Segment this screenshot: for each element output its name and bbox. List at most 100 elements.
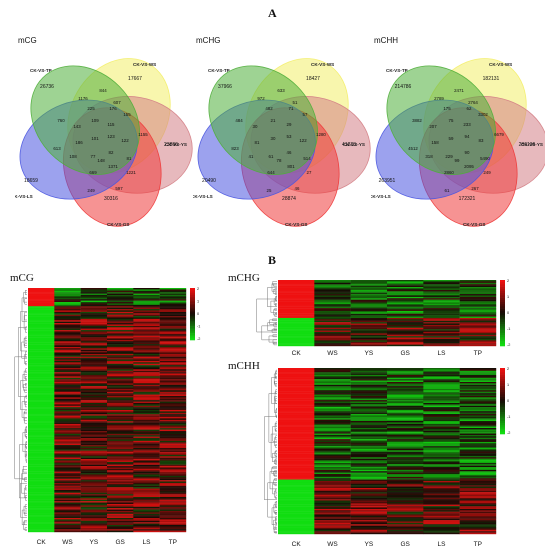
heatmap-column-label: YS [364, 541, 373, 548]
venn-set-label: CK-VS-GS [107, 222, 129, 227]
venn-region-count: 59 [449, 136, 454, 141]
heatmap-scale-label: -2 [197, 337, 200, 341]
heatmap-column-label: CK [292, 541, 302, 548]
heatmap-mchh: CK WS YS GS LS TP 2 1 0 -1 -2 [264, 367, 510, 548]
venn-region-count: 1221 [126, 170, 136, 175]
venn-region-count: 123 [107, 134, 115, 139]
heatmap-column-label: WS [327, 350, 338, 357]
venn-region-count: 3882 [412, 118, 422, 123]
venn-region-count: 81 [127, 156, 132, 161]
venn-petal-5 [30, 65, 140, 175]
heatmap-scale-label: 0 [507, 311, 509, 315]
venn-set-label: CK-VS-TP [208, 68, 230, 73]
heatmap-column-label: LS [438, 350, 447, 357]
heatmap-column-label: YS [364, 350, 373, 357]
venn-unique-count: 172321 [459, 196, 476, 202]
venn-region-count: 267 [471, 186, 479, 191]
venn-region-count: 108 [69, 154, 77, 159]
venn-petal-5 [386, 65, 496, 175]
venn-region-count: 175 [443, 106, 451, 111]
heatmap-scale-label: -2 [507, 431, 510, 435]
venn-region-count: 109 [91, 118, 99, 123]
venn-region-count: 176 [109, 106, 117, 111]
venn-region-count: 484 [235, 118, 243, 123]
heatmap-scale-label: 0 [507, 399, 509, 403]
venn-region-count: 122 [299, 138, 307, 143]
venn-unique-count: 26736 [40, 84, 54, 90]
venn-set-label: CK-VS-TP [386, 68, 408, 73]
venn-region-count: 233 [463, 122, 471, 127]
venn-region-count: 801 [287, 164, 295, 169]
venn-region-count: 158 [431, 140, 439, 145]
venn-unique-count: 263951 [379, 178, 396, 184]
venn-region-count: 207 [429, 124, 437, 129]
heatmap-column-label: GS [400, 350, 410, 357]
venn-region-count: 972 [257, 96, 265, 101]
venn-region-count: 613 [53, 146, 61, 151]
venn-unique-count: 41223 [342, 142, 356, 148]
heatmap-title-mchh: mCHH [228, 360, 260, 372]
venn-region-count: 57 [303, 112, 308, 117]
venn-set-label: CK-VS-WS [311, 62, 334, 67]
venn-region-count: 2095 [464, 164, 474, 169]
heatmap-scale-label: -1 [507, 415, 510, 419]
venn-region-count: 77 [91, 154, 96, 159]
venn-region-count: 1155 [138, 132, 148, 137]
heatmap-scale-label: 1 [197, 300, 199, 304]
venn-region-count: 30 [271, 136, 276, 141]
heatmap-scale-label: -2 [507, 343, 510, 347]
venn-region-count: 318 [425, 154, 433, 159]
venn-region-count: 25 [267, 188, 272, 193]
venn-region-count: 101 [91, 136, 99, 141]
venn-region-count: 46 [287, 150, 292, 155]
venn-region-count: 21 [271, 118, 276, 123]
venn-petal-5 [208, 65, 318, 175]
venn-region-count: 27 [307, 170, 312, 175]
venn-region-count: 2471 [454, 88, 464, 93]
venn-set-label: IK-VS-LS [15, 194, 33, 199]
venn-region-count: 41 [249, 154, 254, 159]
venn-unique-count: 182131 [483, 76, 500, 82]
heatmap-column-label: CK [37, 539, 47, 546]
venn-unique-count: 20490 [202, 178, 216, 184]
panel-b-label: B [268, 253, 277, 267]
venn-unique-count: 18659 [24, 178, 38, 184]
venn-region-count: 823 [231, 146, 239, 151]
heatmap-scale-label: -1 [507, 327, 510, 331]
heatmap-column-label: WS [62, 539, 73, 546]
venn-region-count: 760 [57, 118, 65, 123]
venn-set-label: CK-VS-LS [193, 194, 213, 199]
venn-region-count: 1280 [316, 132, 326, 137]
venn-region-count: 249 [483, 170, 491, 175]
venn-region-count: 1371 [108, 164, 118, 169]
venn-region-count: 99 [455, 158, 460, 163]
venn-region-count: 514 [303, 156, 311, 161]
venn-region-count: 482 [265, 106, 273, 111]
heatmap-title-mcg: mCG [10, 272, 34, 284]
venn-region-count: 83 [479, 138, 484, 143]
heatmap-scale-label: -1 [197, 325, 200, 329]
venn-region-count: 90 [465, 150, 470, 155]
venn-region-count: 155 [123, 112, 131, 117]
venn-unique-count: 18427 [306, 76, 320, 82]
venn-region-count: 94 [465, 134, 470, 139]
heatmap-scale-label: 2 [507, 279, 509, 283]
heatmap-column-label: TP [474, 350, 482, 357]
venn-region-count: 81 [255, 140, 260, 145]
venn-region-count: 78 [277, 158, 282, 163]
venn-region-count: 29 [287, 122, 292, 127]
heatmap-column-label: GS [115, 539, 125, 546]
heatmap-scale-label: 0 [197, 312, 199, 316]
venn-region-count: 2860 [444, 170, 454, 175]
venn-region-count: 186 [75, 140, 83, 145]
venn-set-label: CK-VS-YS [521, 142, 543, 147]
venn-set-label: CK-VS-LS [371, 194, 391, 199]
venn-region-count: 229 [445, 154, 453, 159]
venn-region-count: 143 [73, 124, 81, 129]
heatmap-scale-label: 2 [197, 287, 199, 291]
venn-unique-count: 30316 [104, 196, 118, 202]
heatmap-column-label: LS [143, 539, 152, 546]
venn-diagram-mchh: CK-VS-TP CK-VS-WS CK-VS-YS CK-VS-GS CK-VS-LS… [371, 58, 545, 227]
venn-region-count: 62 [467, 106, 472, 111]
venn-region-count: 46 [295, 186, 300, 191]
